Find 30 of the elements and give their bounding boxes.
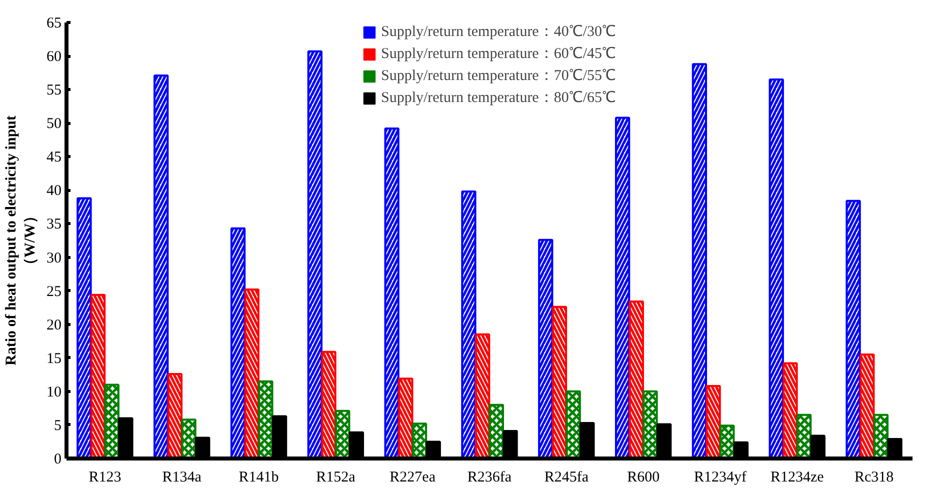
x-tick-label: R141b [238,470,279,486]
y-tick-label: 40 [46,183,62,200]
legend-label: Supply/return temperature：40℃/30℃ [380,23,616,41]
x-tick-label: R236fa [467,470,512,486]
y-tick-label: 35 [46,216,62,233]
legend-label: Supply/return temperature：60℃/45℃ [380,45,616,63]
x-tick-label: R123 [88,470,122,486]
y-tick-label: 30 [46,250,62,266]
x-tick-label: Rc318 [854,470,894,486]
x-tick-label: R134a [162,470,202,486]
y-tick-label: 45 [46,150,62,166]
x-tick-label: R245fa [544,470,589,486]
y-tick-label: 65 [46,16,62,32]
legend-label: Supply/return temperature：80℃/65℃ [380,89,616,107]
y-tick-label: 25 [46,284,62,300]
y-axis-title: Ratio of heat output to electricity input （W/W） [3,116,38,366]
y-tick-label: 60 [46,49,62,66]
x-tick-label: R1234yf [694,470,746,486]
y-tick-label: 0 [54,452,62,468]
y-tick-label: 15 [46,350,62,367]
x-tick-label: R152a [316,470,356,486]
y-tick-label: 55 [46,82,62,99]
x-tick-label: R227ea [390,470,436,486]
y-tick-label: 5 [54,418,62,434]
legend-label: Supply/return temperature：70℃/55℃ [380,67,616,85]
x-tick-label: R1234ze [770,470,824,486]
y-tick-label: 20 [46,317,62,334]
y-tick-label: 50 [46,116,62,132]
y-tick-label: 10 [46,384,62,400]
x-tick-label: R600 [627,470,660,486]
